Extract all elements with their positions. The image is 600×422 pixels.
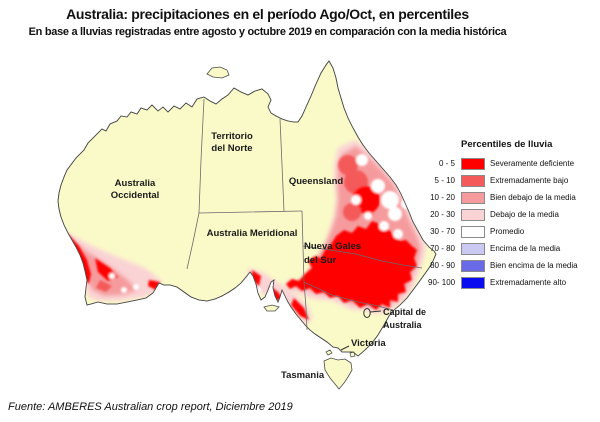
legend-range: 90- 100 [428,278,456,287]
legend-row: 10 - 20 Bien debajo de la media [428,189,600,206]
label-victoria: Victoria [351,338,386,349]
color-swatch [461,242,485,255]
legend-range: 20 - 30 [430,210,455,219]
color-swatch [461,208,485,221]
legend-label: Debajo de la media [490,210,559,219]
label-western-australia-1: Australia [114,178,156,189]
legend-row: 20 - 30 Debajo de la media [428,206,600,223]
legend-label: Extremadamente bajo [490,176,569,185]
act-leader-line [369,310,382,313]
legend-row: 30 - 70 Promedio [428,223,600,240]
legend-label: Promedio [490,227,525,236]
color-swatch [461,259,485,272]
legend-range: 70 - 80 [430,244,455,253]
legend-title: Percentiles de lluvia [461,139,553,150]
label-queensland: Queensland [288,176,344,187]
page-title: Australia: precipitaciones en el período… [66,6,469,22]
color-swatch [461,157,485,170]
color-swatch [461,276,485,289]
legend-label: Severamente deficiente [490,159,575,168]
kangaroo-island [263,304,280,312]
label-new-south-wales-2: del Sur [304,255,337,266]
label-act-1: Capital de [383,307,427,317]
label-northern-territory-1: Territorio [211,131,253,142]
legend-range: 80 - 90 [430,261,455,270]
tasmania-island [323,357,353,390]
legend-row: 0 - 5 Severamente deficiente [428,155,600,172]
legend-row: 70 - 80 Encima de la media [428,240,600,257]
legend-label: Bien encima de la media [490,261,578,270]
legend-row: 80 - 90 Bien encima de la media [428,257,600,274]
label-northern-territory-2: del Norte [211,143,253,154]
color-swatch [461,174,485,187]
legend-row: 90- 100 Extremadamente alto [428,274,600,291]
map-legend: Percentiles de lluvia 0 - 5 Severamente … [428,139,600,291]
melville-island [206,66,230,79]
legend-range: 30 - 70 [430,227,455,236]
legend-range: 0 - 5 [438,159,455,168]
state-borders [186,98,423,331]
color-swatch [461,225,485,238]
victoria-leader-line [340,345,350,351]
legend-label: Encima de la media [490,244,561,253]
legend-label: Extremadamente alto [490,278,567,287]
label-new-south-wales-1: Nueva Gales [304,241,362,252]
legend-label: Bien debajo de la media [490,193,576,202]
label-south-australia: Australia Meridional [206,228,298,239]
source-text: Fuente: AMBERES Australian crop report, … [8,401,293,413]
label-tasmania: Tasmania [281,370,325,381]
legend-row: 5 - 10 Extremadamente bajo [428,172,600,189]
act-marker [363,308,371,318]
legend-range: 5 - 10 [434,176,455,185]
legend-range: 10 - 20 [430,193,455,202]
page-subtitle: En base a lluvias registradas entre agos… [28,26,507,38]
coastline [57,60,437,357]
label-act-2: Australia [383,320,422,330]
label-western-australia-2: Occidental [110,190,160,201]
color-swatch [461,191,485,204]
